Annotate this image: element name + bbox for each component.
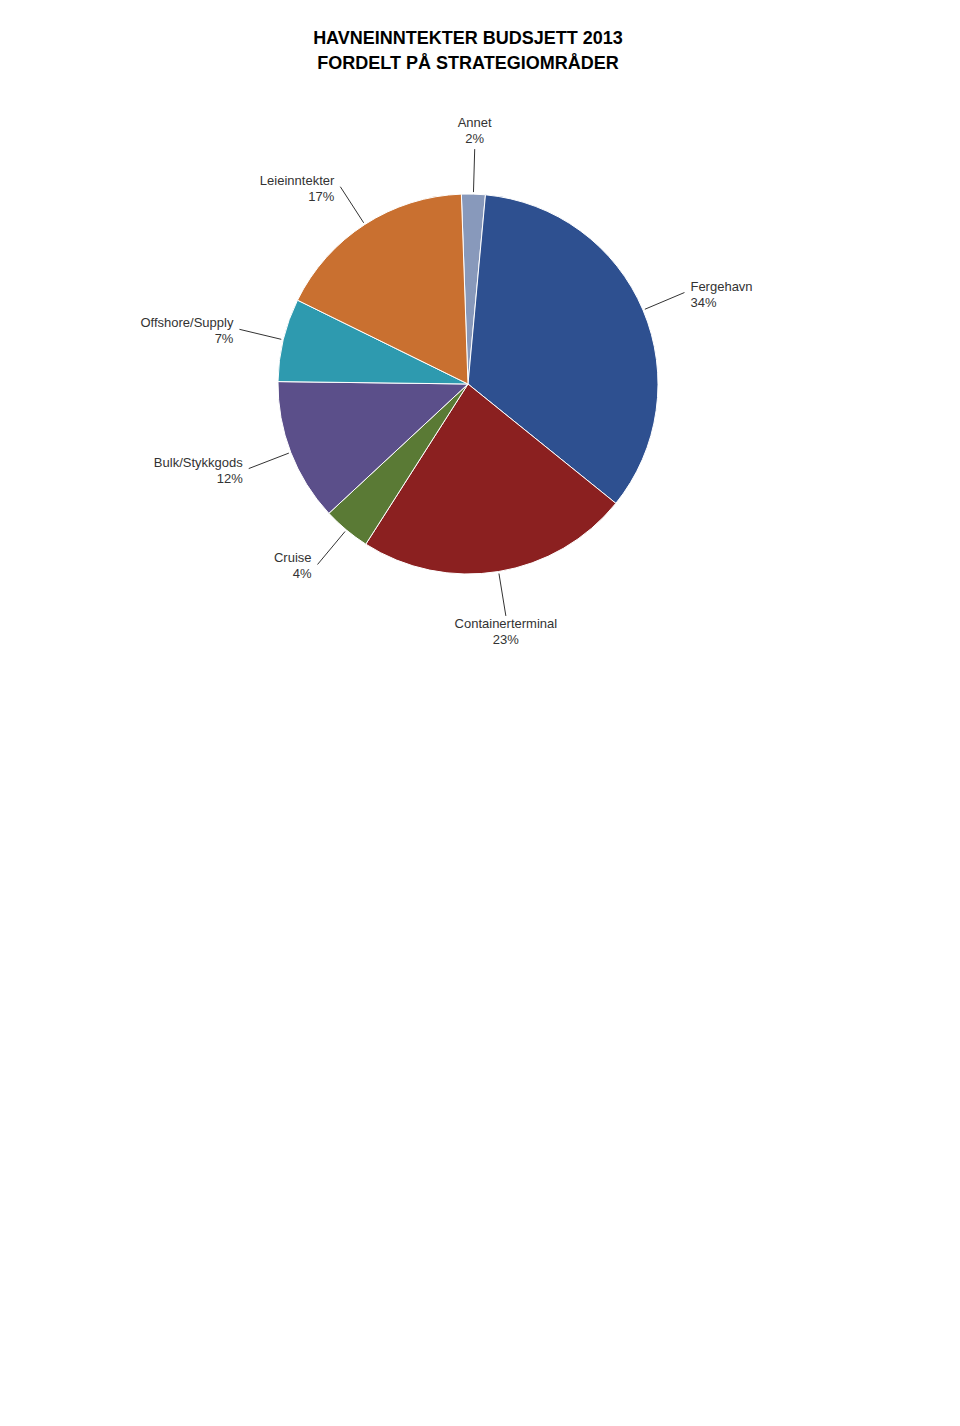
svg-text:Bulk/Stykkgods12%: Bulk/Stykkgods12% <box>154 455 243 486</box>
html-text:HAVNEINNTEKTER BUDSJETT 2013: HAVNEINNTEKTER BUDSJETT 2013 <box>313 28 623 48</box>
svg-text:Offshore/Supply7%: Offshore/Supply7% <box>140 315 233 346</box>
svg-text:Fergehavn34%: Fergehavn34% <box>690 279 752 310</box>
html-text:FORDELT PÅ STRATEGIOMRÅDER: FORDELT PÅ STRATEGIOMRÅDER <box>317 53 619 73</box>
svg-text:Containerterminal23%: Containerterminal23% <box>455 616 558 647</box>
svg-text:Leieinntekter17%: Leieinntekter17% <box>260 173 335 204</box>
svg-text:Cruise4%: Cruise4% <box>274 550 312 581</box>
svg-text:Annet2%: Annet2% <box>458 115 492 146</box>
